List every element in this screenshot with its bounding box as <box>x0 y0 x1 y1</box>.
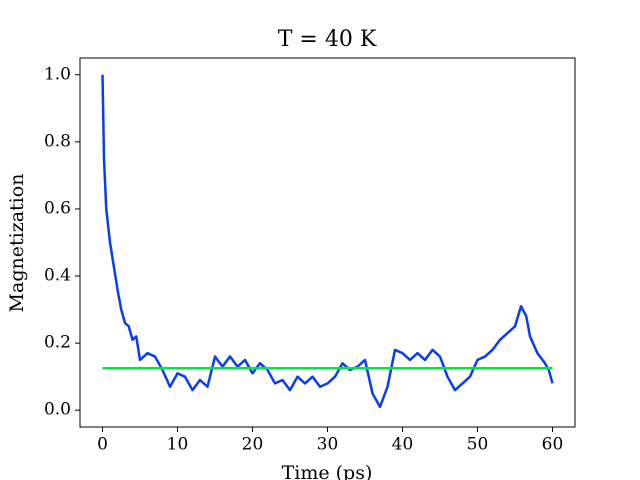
y-tick-label: 1.0 <box>44 64 71 84</box>
y-tick-label: 0.8 <box>44 131 71 151</box>
x-tick-label: 20 <box>242 435 264 455</box>
x-tick-label: 0 <box>97 435 108 455</box>
x-tick-label: 40 <box>392 435 414 455</box>
x-tick-label: 30 <box>317 435 339 455</box>
x-tick-label: 50 <box>467 435 489 455</box>
x-tick-label: 60 <box>542 435 564 455</box>
y-axis-label: Magnetization <box>6 174 28 313</box>
chart-title: T = 40 K <box>278 27 377 52</box>
data-line <box>101 74 554 409</box>
y-tick-label: 0.2 <box>44 333 71 353</box>
x-axis-label: Time (ps) <box>282 462 373 480</box>
x-tick-label: 10 <box>167 435 189 455</box>
y-tick-label: 0.0 <box>44 400 71 420</box>
y-tick-label: 0.4 <box>44 266 71 286</box>
plot-frame <box>79 57 576 428</box>
y-tick-label: 0.6 <box>44 198 71 218</box>
